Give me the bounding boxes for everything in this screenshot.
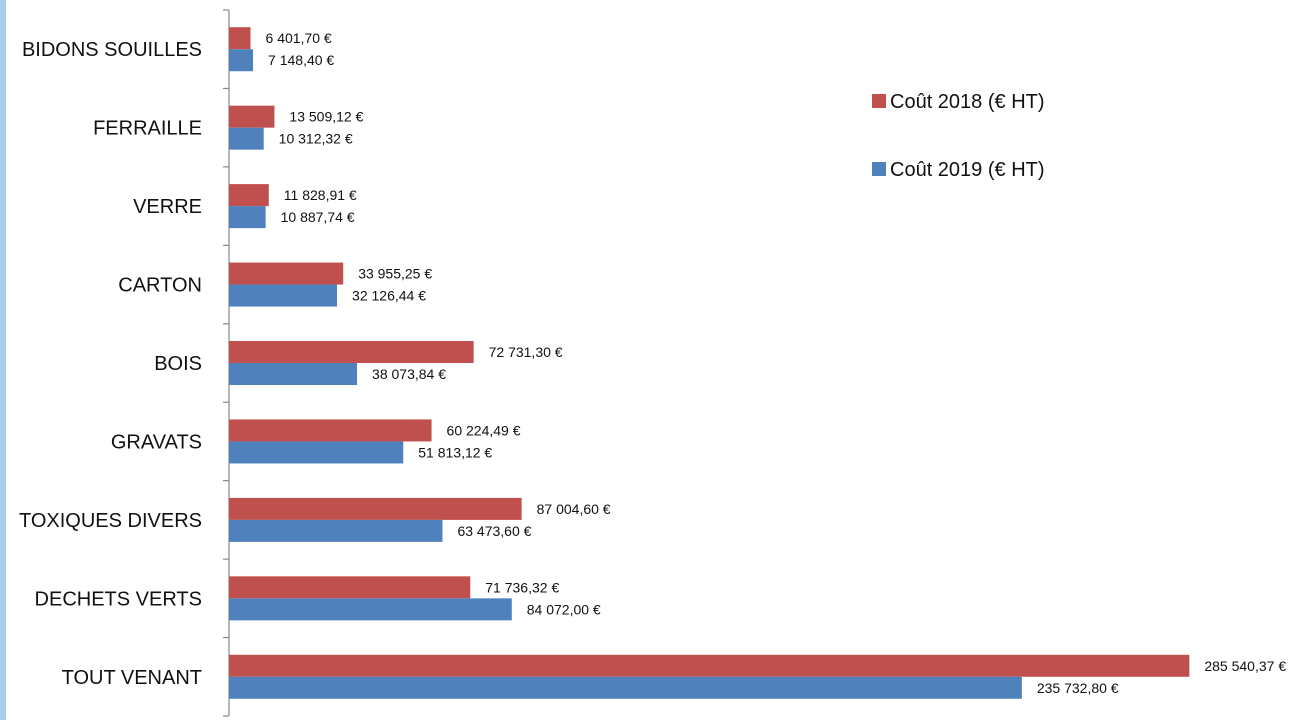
bar-2019 [229,519,443,542]
category-label: CARTON [118,275,202,297]
bar-2018 [229,105,275,128]
value-label-2019: 63 473,60 € [457,523,531,539]
side-strip [0,0,6,720]
bar-2019 [229,284,338,307]
bar-2018 [229,576,471,599]
value-label-2019: 10 312,32 € [279,131,353,147]
bar-2019 [229,676,1022,699]
value-label-2018: 60 224,49 € [447,422,521,438]
category-label: FERRAILLE [93,118,202,140]
value-label-2019: 32 126,44 € [352,288,426,304]
value-label-2018: 87 004,60 € [537,501,611,517]
value-label-2018: 72 731,30 € [489,344,563,360]
bar-2019 [229,127,264,150]
category-label: TOUT VENANT [62,667,202,689]
bar-2018 [229,341,474,363]
value-label-2019: 51 813,12 € [418,444,492,460]
legend-swatch-2018 [872,94,886,108]
value-label-2019: 235 732,80 € [1037,680,1119,696]
bar-2018 [229,497,522,520]
category-label: GRAVATS [111,431,202,453]
category-label: BOIS [154,353,202,375]
value-label-2018: 285 540,37 € [1204,658,1286,674]
bar-2018 [229,262,344,285]
value-label-2018: 6 401,70 € [266,30,332,46]
value-label-2018: 11 828,91 € [284,187,357,203]
value-label-2019: 7 148,40 € [268,52,334,68]
legend-label-2019: Coût 2019 (€ HT) [890,159,1045,181]
legend-label-2018: Coût 2018 (€ HT) [890,91,1045,113]
legend-swatch-2019 [872,162,886,176]
value-label-2019: 10 887,74 € [281,209,355,225]
value-label-2019: 84 072,00 € [527,601,601,617]
bar-2018 [229,184,269,207]
category-label: DECHETS VERTS [35,588,202,610]
value-label-2018: 33 955,25 € [358,266,432,282]
bar-2019 [229,441,404,464]
value-label-2018: 13 509,12 € [289,109,363,125]
bar-2019 [229,363,358,385]
value-label-2018: 71 736,32 € [485,579,559,595]
bar-2018 [229,419,432,442]
bar-2018 [229,27,251,50]
bar-2019 [229,206,266,229]
bar-2019 [229,49,254,72]
bar-2019 [229,598,512,621]
bar-2018 [229,654,1190,677]
category-label: TOXIQUES DIVERS [19,510,202,532]
category-label: BIDONS SOUILLES [22,39,202,61]
value-label-2019: 38 073,84 € [372,366,446,382]
category-label: VERRE [133,196,202,218]
